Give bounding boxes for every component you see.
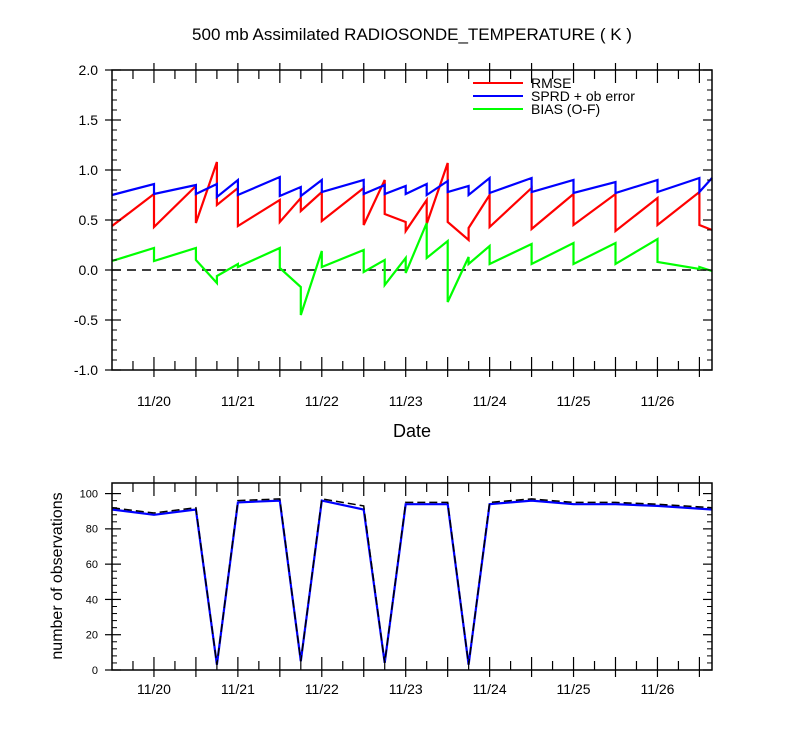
top-xtick-label: 11/23 (389, 393, 423, 409)
top-xtick-label: 11/24 (473, 393, 507, 409)
y-axis-label: number of observations (49, 492, 66, 659)
bottom-axis-ticks: 0 20 40 60 80 100 11/20 11/21 11/22 11/23 11/24 11/… (80, 476, 712, 697)
bottom-xtick-label: 11/23 (389, 681, 423, 697)
top-xtick-label: 11/21 (221, 393, 255, 409)
top-ytick-label: -1.0 (74, 362, 98, 378)
top-axis-ticks: -1.0 -0.5 0.0 0.5 1.0 1.5 2.0 11/20 11/21 11/22 11… (74, 62, 712, 409)
bottom-series-line-1 (111, 498, 713, 665)
bottom-ytick-label: 60 (86, 559, 98, 571)
top-xtick-label: 11/20 (137, 393, 171, 409)
bottom-ytick-label: 80 (86, 524, 98, 536)
bottom-xtick-label: 11/26 (640, 681, 674, 697)
bottom-chart: 0 20 40 60 80 100 11/20 11/21 11/22 11/23 11/24 11/… (49, 476, 713, 697)
legend-label-0: RMSE (531, 75, 571, 91)
bottom-ytick-label: 40 (86, 594, 98, 606)
top-series-line-0 (111, 161, 713, 243)
x-axis-label: Date (393, 421, 431, 441)
top-series-group (111, 161, 713, 316)
bottom-xtick-label: 11/25 (557, 681, 591, 697)
chart-title: 500 mb Assimilated RADIOSONDE_TEMPERATUR… (192, 25, 632, 44)
bottom-ytick-label: 0 (92, 665, 98, 677)
bottom-xtick-label: 11/24 (473, 681, 507, 697)
bottom-series-line-0 (111, 499, 713, 665)
bottom-xtick-label: 11/20 (137, 681, 171, 697)
top-xtick-label: 11/26 (640, 393, 674, 409)
top-ytick-label: 0.5 (79, 212, 99, 228)
bottom-xtick-label: 11/22 (305, 681, 339, 697)
legend-label-2: BIAS (O-F) (531, 101, 600, 117)
bottom-plot-frame (111, 482, 713, 671)
top-xtick-label: 11/25 (557, 393, 591, 409)
bottom-series-group (111, 498, 713, 665)
top-xtick-label: 11/22 (305, 393, 339, 409)
legend-label-1: SPRD + ob error (531, 88, 635, 104)
top-ytick-label: 1.0 (79, 162, 99, 178)
top-ytick-label: 2.0 (79, 62, 99, 78)
bottom-ytick-label: 100 (80, 488, 98, 500)
top-ytick-label: 0.0 (79, 262, 99, 278)
top-series-line-2 (111, 222, 713, 316)
top-ytick-label: -0.5 (74, 312, 98, 328)
bottom-xtick-label: 11/21 (221, 681, 255, 697)
top-series-line-1 (111, 175, 713, 200)
bottom-ytick-label: 20 (86, 630, 98, 642)
top-ytick-label: 1.5 (79, 112, 99, 128)
top-chart: 500 mb Assimilated RADIOSONDE_TEMPERATUR… (74, 25, 713, 441)
